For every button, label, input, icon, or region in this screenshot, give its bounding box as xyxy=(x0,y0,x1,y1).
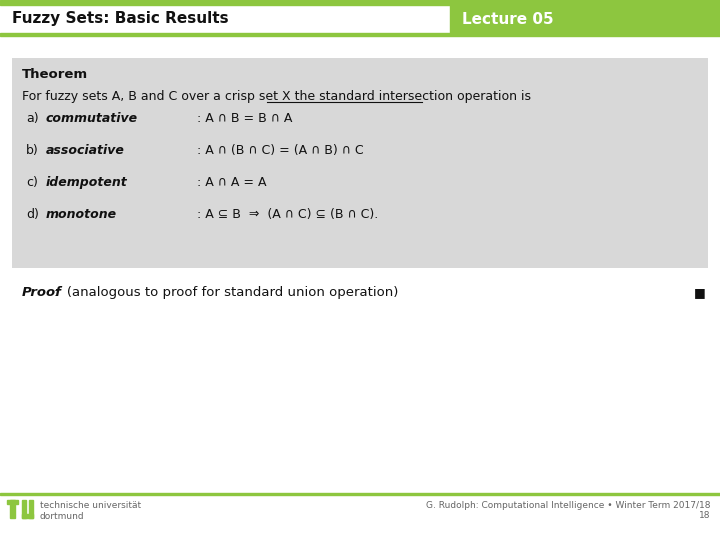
Text: G. Rudolph: Computational Intelligence • Winter Term 2017/18: G. Rudolph: Computational Intelligence •… xyxy=(426,501,710,510)
Text: a): a) xyxy=(26,112,39,125)
Text: c): c) xyxy=(26,176,38,189)
Text: Fuzzy Sets: Basic Results: Fuzzy Sets: Basic Results xyxy=(12,11,229,26)
Bar xyxy=(0,493,720,495)
Text: : A ∩ B = B ∩ A: : A ∩ B = B ∩ A xyxy=(197,112,292,125)
Text: d): d) xyxy=(26,208,39,221)
Text: Lecture 05: Lecture 05 xyxy=(462,11,554,26)
Text: b): b) xyxy=(26,144,39,157)
Text: commutative: commutative xyxy=(46,112,138,125)
Text: :  (analogous to proof for standard union operation): : (analogous to proof for standard union… xyxy=(54,286,398,299)
Text: ■: ■ xyxy=(694,286,706,299)
Text: For fuzzy sets A, B and C over a crisp set X the standard intersection operation: For fuzzy sets A, B and C over a crisp s… xyxy=(22,90,531,103)
Text: technische universität: technische universität xyxy=(40,501,141,510)
Bar xyxy=(29,500,33,518)
Text: : A ∩ A = A: : A ∩ A = A xyxy=(197,176,266,189)
Text: 18: 18 xyxy=(698,511,710,520)
Text: Proof: Proof xyxy=(22,286,62,299)
Bar xyxy=(22,500,26,518)
Bar xyxy=(10,500,15,518)
Text: associative: associative xyxy=(46,144,125,157)
Bar xyxy=(0,33,720,36)
Bar xyxy=(12,58,708,268)
Text: Theorem: Theorem xyxy=(22,68,88,81)
Text: idempotent: idempotent xyxy=(46,176,127,189)
Bar xyxy=(0,5,720,33)
Bar xyxy=(22,514,33,518)
Text: : A ⊆ B  ⇒  (A ∩ C) ⊆ (B ∩ C).: : A ⊆ B ⇒ (A ∩ C) ⊆ (B ∩ C). xyxy=(197,208,378,221)
Bar xyxy=(7,500,18,504)
Bar xyxy=(450,5,720,33)
Text: : A ∩ (B ∩ C) = (A ∩ B) ∩ C: : A ∩ (B ∩ C) = (A ∩ B) ∩ C xyxy=(197,144,364,157)
Bar xyxy=(0,0,720,5)
Text: monotone: monotone xyxy=(46,208,117,221)
Text: dortmund: dortmund xyxy=(40,512,85,521)
